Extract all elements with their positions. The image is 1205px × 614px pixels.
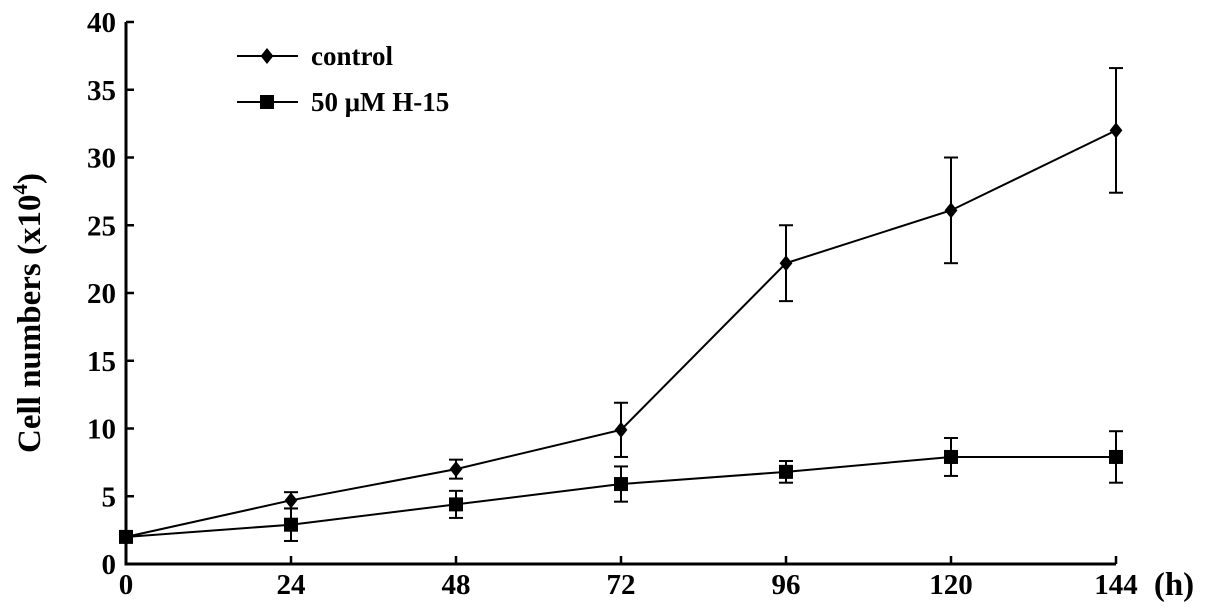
y-axis-title-tail: ) [12, 173, 48, 184]
y-tick-label: 5 [102, 481, 117, 513]
y-axis-ticks: 0 5 10 15 20 25 30 35 40 [87, 7, 134, 581]
legend-label: 50 μM H-15 [311, 87, 449, 117]
x-axis-unit-label: (h) [1154, 567, 1194, 603]
data-point [614, 477, 628, 492]
legend-item: 50 μM H-15 [237, 87, 449, 117]
x-tick-label: 72 [607, 569, 636, 601]
data-point [779, 464, 793, 479]
data-point [944, 449, 958, 464]
data-point [284, 492, 298, 509]
legend-item: control [237, 41, 393, 71]
x-tick-label: 0 [119, 569, 134, 601]
series-layer [119, 67, 1123, 545]
y-tick-label: 30 [87, 143, 116, 175]
x-tick-label: 96 [772, 569, 801, 601]
y-axis-title-main: Cell numbers (x10 [12, 195, 48, 454]
y-tick-label: 0 [102, 549, 117, 581]
series-square [119, 430, 1123, 544]
x-tick-label: 120 [929, 569, 973, 601]
y-axis-title: Cell numbers (x104) [8, 173, 48, 453]
legend-marker [260, 95, 274, 109]
data-point [449, 497, 463, 512]
legend: control 50 μM H-15 [237, 41, 449, 117]
x-tick-label: 48 [442, 569, 471, 601]
y-axis-title-superscript: 4 [8, 184, 32, 195]
y-tick-label: 25 [87, 210, 116, 242]
x-tick-label: 144 [1094, 569, 1138, 601]
y-tick-label: 15 [87, 346, 116, 378]
y-tick-label: 20 [87, 278, 116, 310]
data-point [449, 461, 463, 478]
y-tick-label: 35 [87, 75, 116, 107]
x-tick-label: 24 [277, 569, 306, 601]
y-tick-label: 10 [87, 414, 116, 446]
data-point [614, 421, 628, 438]
legend-marker [260, 48, 274, 64]
data-point [1109, 449, 1123, 464]
legend-label: control [311, 41, 393, 71]
data-point [284, 517, 298, 532]
y-tick-label: 40 [87, 7, 116, 39]
data-point [944, 202, 958, 219]
data-point [119, 529, 133, 544]
data-point [779, 255, 793, 272]
x-axis-ticks: 0 24 48 72 96 120 144 [119, 556, 1138, 601]
data-point [1109, 122, 1123, 139]
